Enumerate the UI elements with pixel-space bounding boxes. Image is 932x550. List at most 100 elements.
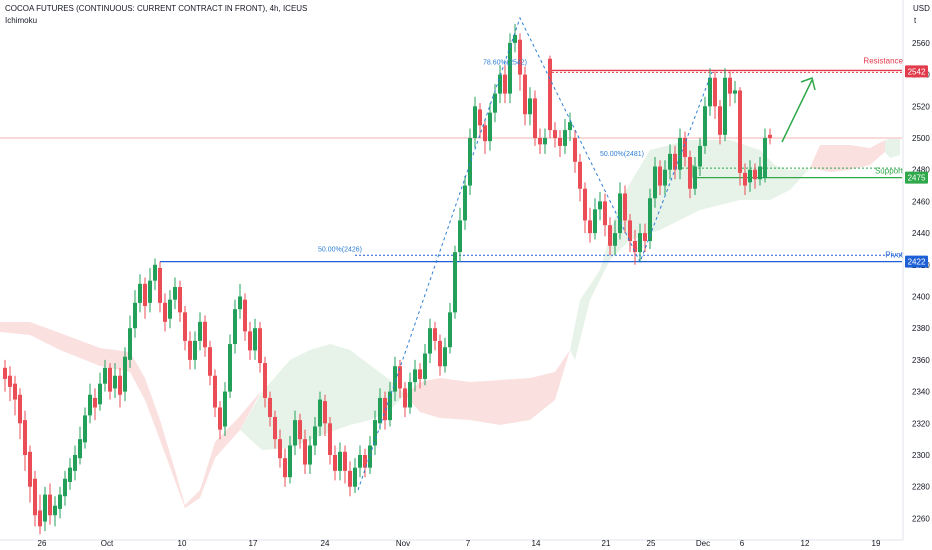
x-tick-label: 6 [740,539,745,548]
x-tick-label: 12 [801,539,810,548]
x-tick-label: 21 [602,539,611,548]
candle-body [718,106,722,135]
y-tick-label: 2340 [912,388,930,397]
resistance-label: Resistance [863,56,903,65]
candle-body [238,296,242,310]
candle-body [78,439,82,459]
candle-body [333,455,337,471]
indicator-label: Ichimoku [5,16,38,25]
candle-body [433,328,437,341]
support-label: Support [875,167,904,176]
candle-body [753,169,757,180]
candle-body [393,366,397,392]
candle-body [658,166,662,186]
candle-body [363,455,367,468]
candle-body [128,328,132,360]
x-tick-label: 24 [321,539,330,548]
candle-body [498,74,502,94]
y-tick-label: 2380 [912,324,930,333]
candle-body [388,391,392,421]
candle-body [3,367,7,379]
candle-body [513,34,517,43]
candle-body [418,369,422,379]
candle-body [193,340,197,360]
candle-body [578,161,582,189]
candle-body [348,470,352,487]
candle-body [198,321,202,341]
candle-body [743,172,747,186]
candle-body [508,42,512,94]
candle-body [693,166,697,189]
candle-body [468,138,472,186]
candle-body [23,420,27,455]
candle-body [103,367,107,384]
candle-body [638,233,642,253]
candle-body [38,510,42,527]
y-tick-label: 2560 [912,39,930,48]
candle-body [763,138,767,178]
cloud-bear-3 [810,140,885,172]
candle-body [143,283,147,307]
candle-body [523,74,527,115]
candle-body [458,220,462,253]
candle-body [378,397,382,424]
candle-body [368,445,372,468]
x-tick-label: 25 [647,539,656,548]
x-tick-label: 10 [178,539,187,548]
candle-body [553,130,557,138]
projection-arrow-shaft [781,79,813,143]
candle-body [633,241,637,253]
candle-body [573,138,577,162]
candle-body [533,98,537,138]
candle-body [678,138,682,170]
cloud-bull-1 [240,344,405,450]
candle-body [148,280,152,303]
candle-body [328,423,332,455]
candle-body [253,328,257,351]
candle-body [123,356,127,392]
candle-body [158,267,162,303]
candle-body [588,220,592,234]
candle-body [613,233,617,246]
pivot-label: Pivot [885,251,904,260]
candle-body [163,302,167,322]
candle-body [133,302,137,329]
price-axis[interactable]: USDt226022802300232023402360238024002420… [902,0,930,540]
candle-body [273,416,277,440]
y-tick-label: 2460 [912,197,930,206]
candle-body [568,122,572,131]
y-tick-label: 2320 [912,419,930,428]
candle-body [453,252,457,313]
candle-body [228,344,232,392]
candle-body [208,347,212,376]
candle-body [28,451,32,487]
resistance-price-tag-bg [905,65,928,78]
y-tick-label: 2520 [912,102,930,111]
candle-body [218,407,222,430]
y-tick-label: 2300 [912,451,930,460]
candle-body [488,112,492,142]
projection-arrow-head [800,77,816,91]
candle-body [648,198,652,242]
candle-body [303,439,307,465]
candle-body [493,93,497,113]
y-tick-label: 2500 [912,134,930,143]
candle-body [708,77,712,107]
candle-body [313,426,317,446]
candle-body [223,391,227,427]
candle-body [583,188,587,221]
candle-body [428,328,432,354]
candle-body [108,367,112,392]
candle-body [768,134,772,138]
candle-body [338,451,342,471]
candle-body [73,455,77,471]
time-axis[interactable]: 26 Oct 10 17 24 Nov 7 14 21 25 Dec 6 12 19 [0,539,903,548]
candle-body [703,106,707,146]
candle-body [93,397,97,408]
candle-body [598,201,602,210]
candle-body [343,451,347,471]
candle-body [288,445,292,478]
candle-body [353,467,357,487]
pivot-price-tag: 2422 [908,258,926,267]
